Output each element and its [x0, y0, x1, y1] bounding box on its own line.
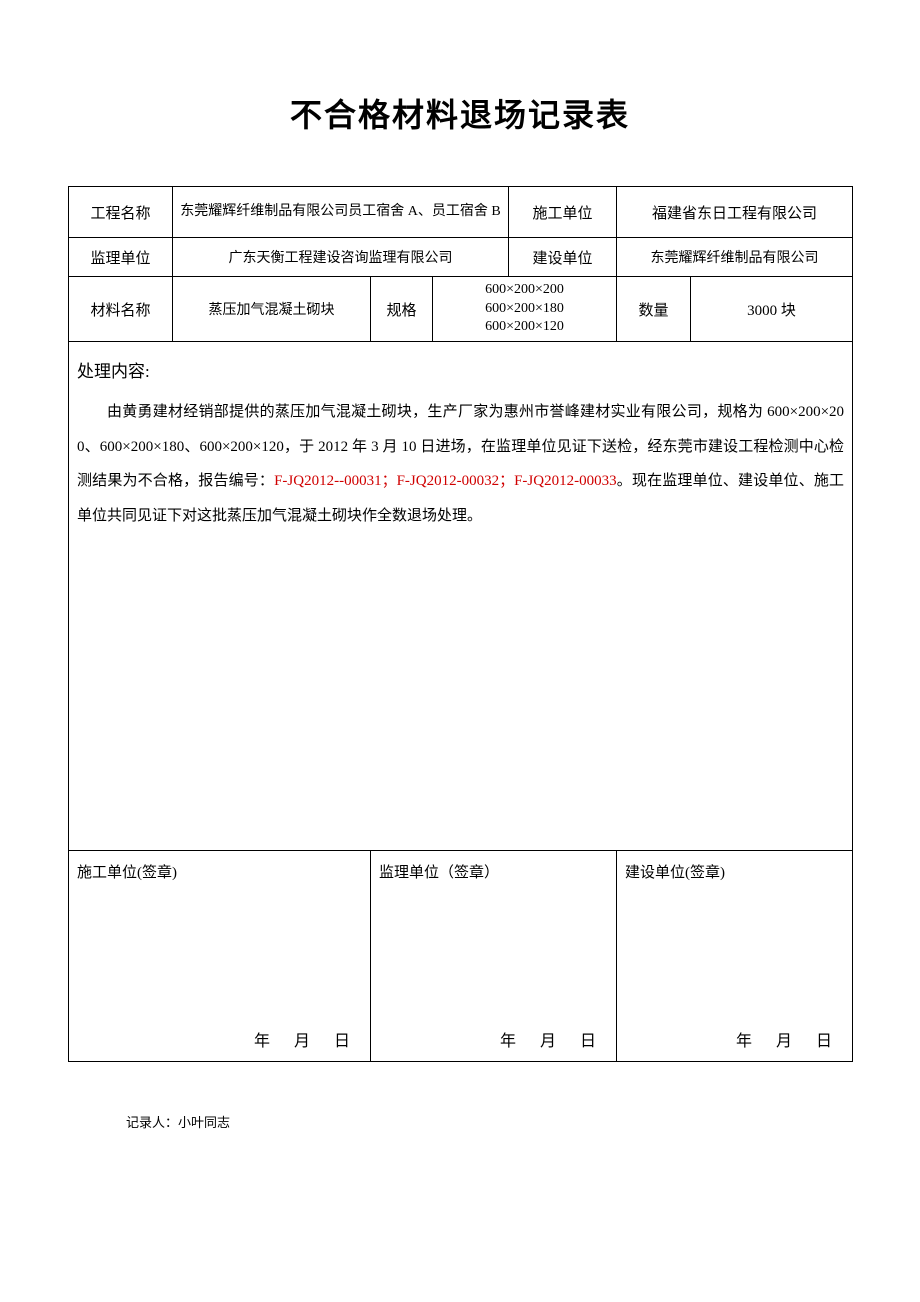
value-supervisor: 广东天衡工程建设咨询监理有限公司 — [173, 238, 509, 277]
label-project-name: 工程名称 — [69, 187, 173, 238]
content-heading: 处理内容: — [77, 352, 844, 391]
label-supervisor: 监理单位 — [69, 238, 173, 277]
sig-supervisor-date: 年 月 日 — [500, 1027, 606, 1051]
sig-owner-label: 建设单位(签章) — [625, 861, 725, 882]
value-spec: 600×200×200 600×200×180 600×200×120 — [433, 277, 617, 342]
sig-supervisor: 监理单位（签章） 年 月 日 — [371, 851, 617, 1062]
sig-owner-date: 年 月 日 — [736, 1027, 842, 1051]
document-title: 不合格材料退场记录表 — [68, 90, 852, 136]
label-contractor: 施工单位 — [509, 187, 617, 238]
label-material-name: 材料名称 — [69, 277, 173, 342]
label-owner: 建设单位 — [509, 238, 617, 277]
value-material-name: 蒸压加气混凝土砌块 — [173, 277, 371, 342]
value-owner: 东莞耀辉纤维制品有限公司 — [617, 238, 853, 277]
sig-supervisor-label: 监理单位（签章） — [379, 861, 499, 882]
page: 不合格材料退场记录表 工程名称 东莞耀辉纤维制品有限公司员工宿舍 A、员工宿舍 … — [0, 0, 920, 1302]
spec-line-1: 600×200×200 — [433, 281, 616, 300]
content-body: 由黄勇建材经销部提供的蒸压加气混凝土砌块，生产厂家为惠州市誉峰建材实业有限公司，… — [77, 395, 844, 533]
row-project: 工程名称 东莞耀辉纤维制品有限公司员工宿舍 A、员工宿舍 B 施工单位 福建省东… — [69, 187, 853, 238]
label-quantity: 数量 — [617, 277, 691, 342]
spec-line-2: 600×200×180 — [433, 300, 616, 319]
value-project-name: 东莞耀辉纤维制品有限公司员工宿舍 A、员工宿舍 B — [173, 187, 509, 238]
record-table: 工程名称 东莞耀辉纤维制品有限公司员工宿舍 A、员工宿舍 B 施工单位 福建省东… — [68, 186, 853, 1062]
content-report-numbers: F-JQ2012--00031；F-JQ2012-00032；F-JQ2012-… — [274, 473, 617, 489]
sig-contractor-label: 施工单位(签章) — [77, 861, 177, 882]
row-signatures: 施工单位(签章) 年 月 日 监理单位（签章） 年 月 日 建设单位(签章) 年… — [69, 851, 853, 1062]
row-content: 处理内容: 由黄勇建材经销部提供的蒸压加气混凝土砌块，生产厂家为惠州市誉峰建材实… — [69, 342, 853, 851]
row-material: 材料名称 蒸压加气混凝土砌块 规格 600×200×200 600×200×18… — [69, 277, 853, 342]
label-spec: 规格 — [371, 277, 433, 342]
sig-contractor: 施工单位(签章) 年 月 日 — [69, 851, 371, 1062]
content-cell: 处理内容: 由黄勇建材经销部提供的蒸压加气混凝土砌块，生产厂家为惠州市誉峰建材实… — [69, 342, 853, 851]
footer-recorder: 记录人：小叶同志 — [68, 1112, 852, 1131]
sig-contractor-date: 年 月 日 — [254, 1027, 360, 1051]
value-quantity: 3000 块 — [691, 277, 853, 342]
row-units: 监理单位 广东天衡工程建设咨询监理有限公司 建设单位 东莞耀辉纤维制品有限公司 — [69, 238, 853, 277]
sig-owner: 建设单位(签章) 年 月 日 — [617, 851, 853, 1062]
value-contractor: 福建省东日工程有限公司 — [617, 187, 853, 238]
spec-line-3: 600×200×120 — [433, 318, 616, 337]
